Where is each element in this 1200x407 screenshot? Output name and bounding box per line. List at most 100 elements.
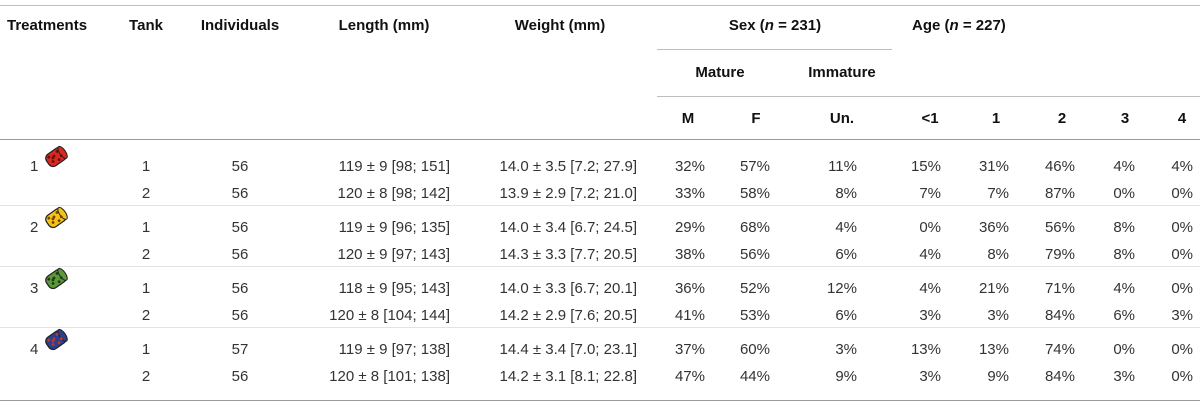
cell-age-lt1: 4%: [919, 246, 941, 263]
blue-cylinder-icon: [45, 328, 68, 351]
header-age-3: 3: [1120, 110, 1130, 127]
cell-age-lt1: 3%: [919, 307, 941, 324]
group-rule: [0, 266, 1200, 267]
header-weight: Weight (mm): [514, 17, 606, 34]
cell-age-2: 71%: [1044, 280, 1075, 297]
treatment-label: 4: [30, 341, 39, 358]
cell-length: 118 ± 9 [95; 143]: [338, 280, 450, 297]
group-rule: [0, 205, 1200, 206]
cell-length: 119 ± 9 [96; 135]: [338, 219, 450, 236]
cell-age-3: 8%: [1113, 219, 1135, 236]
red-cylinder-icon: [45, 145, 68, 168]
cell-male: 36%: [674, 280, 705, 297]
cell-weight: 14.0 ± 3.4 [6.7; 24.5]: [499, 219, 638, 236]
cell-age-3: 4%: [1113, 158, 1135, 175]
header-m: M: [681, 110, 695, 127]
cell-weight: 14.2 ± 2.9 [7.6; 20.5]: [499, 307, 638, 324]
cell-undetermined: 4%: [835, 219, 857, 236]
treatment-label: 1: [30, 158, 39, 175]
header-length: Length (mm): [338, 17, 430, 34]
header-individuals: Individuals: [200, 17, 280, 34]
header-tank: Tank: [129, 17, 163, 34]
cell-age-1: 8%: [987, 246, 1009, 263]
treatment-label: 2: [30, 219, 39, 236]
cell-age-2: 79%: [1044, 246, 1075, 263]
cell-age-3: 6%: [1113, 307, 1135, 324]
cell-age-2: 56%: [1044, 219, 1075, 236]
cell-male: 37%: [674, 341, 705, 358]
cell-length: 120 ± 8 [98; 142]: [337, 185, 451, 202]
cell-age-1: 3%: [987, 307, 1009, 324]
header-sex: Sex (n = 231): [728, 17, 822, 34]
header-immature: Immature: [808, 64, 876, 81]
cell-individuals: 56: [231, 185, 249, 202]
cell-undetermined: 6%: [835, 307, 857, 324]
group-rule: [0, 327, 1200, 328]
cell-age-lt1: 3%: [919, 368, 941, 385]
cell-weight: 14.0 ± 3.3 [6.7; 20.1]: [499, 280, 638, 297]
yellow-cylinder-icon: [45, 206, 68, 229]
header-age-2: 2: [1057, 110, 1067, 127]
cell-age-4: 4%: [1171, 158, 1193, 175]
cell-length: 120 ± 8 [104; 144]: [329, 307, 450, 324]
top-rule: [0, 5, 1200, 6]
header-bottom-rule: [0, 139, 1200, 140]
cell-tank: 2: [141, 307, 151, 324]
cell-age-1: 7%: [987, 185, 1009, 202]
cell-age-3: 8%: [1113, 246, 1135, 263]
cell-tank: 1: [141, 280, 151, 297]
cell-age-4: 0%: [1171, 341, 1193, 358]
cell-undetermined: 8%: [835, 185, 857, 202]
cell-age-2: 74%: [1044, 341, 1075, 358]
cell-age-4: 0%: [1171, 368, 1193, 385]
cell-undetermined: 6%: [835, 246, 857, 263]
sex-rule: [657, 49, 892, 50]
header-age-lt1: <1: [921, 110, 939, 127]
cell-individuals: 57: [231, 341, 249, 358]
cell-individuals: 56: [231, 280, 249, 297]
cell-age-2: 46%: [1044, 158, 1075, 175]
treatment-label: 3: [30, 280, 39, 297]
cell-individuals: 56: [231, 246, 249, 263]
cell-tank: 2: [141, 185, 151, 202]
cell-age-3: 4%: [1113, 280, 1135, 297]
cell-age-4: 0%: [1171, 185, 1193, 202]
cell-age-2: 84%: [1044, 307, 1075, 324]
subheader-rule: [657, 96, 1200, 97]
cell-female: 57%: [739, 158, 770, 175]
cell-tank: 2: [141, 246, 151, 263]
cell-undetermined: 12%: [826, 280, 857, 297]
cell-male: 38%: [674, 246, 705, 263]
header-un: Un.: [829, 110, 855, 127]
cell-female: 44%: [739, 368, 770, 385]
cell-male: 32%: [674, 158, 705, 175]
cell-length: 119 ± 9 [98; 151]: [338, 158, 450, 175]
cell-age-2: 84%: [1044, 368, 1075, 385]
cell-length: 119 ± 9 [97; 138]: [338, 341, 450, 358]
cell-age-1: 9%: [987, 368, 1009, 385]
cell-female: 53%: [739, 307, 770, 324]
header-age-1: 1: [991, 110, 1001, 127]
cell-weight: 13.9 ± 2.9 [7.2; 21.0]: [499, 185, 638, 202]
cell-female: 56%: [739, 246, 770, 263]
cell-age-1: 36%: [978, 219, 1009, 236]
cell-tank: 1: [141, 219, 151, 236]
cell-male: 29%: [674, 219, 705, 236]
cell-age-4: 0%: [1171, 246, 1193, 263]
cell-individuals: 56: [231, 158, 249, 175]
cell-female: 58%: [739, 185, 770, 202]
cell-male: 33%: [674, 185, 705, 202]
cell-weight: 14.2 ± 3.1 [8.1; 22.8]: [499, 368, 638, 385]
cell-male: 41%: [674, 307, 705, 324]
cell-age-1: 21%: [978, 280, 1009, 297]
cell-undetermined: 11%: [828, 158, 857, 175]
cell-female: 60%: [739, 341, 770, 358]
cell-tank: 1: [141, 341, 151, 358]
header-age-4: 4: [1177, 110, 1187, 127]
cell-individuals: 56: [231, 368, 249, 385]
cell-undetermined: 9%: [835, 368, 857, 385]
cell-age-lt1: 4%: [919, 280, 941, 297]
cell-age-1: 31%: [978, 158, 1009, 175]
cell-length: 120 ± 9 [97; 143]: [337, 246, 451, 263]
cell-male: 47%: [674, 368, 705, 385]
